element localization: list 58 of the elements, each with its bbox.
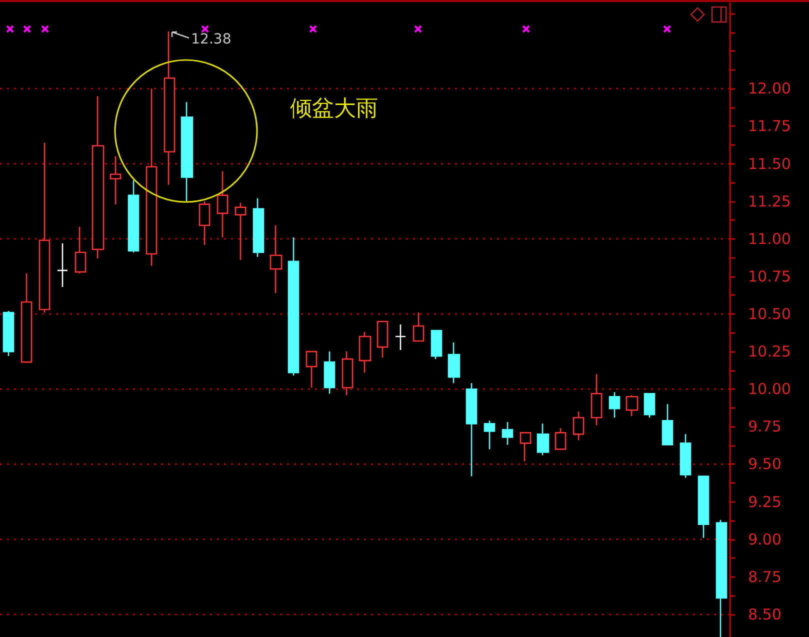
candlestick <box>644 392 656 418</box>
candlestick <box>270 224 282 294</box>
candlestick <box>698 476 710 538</box>
candlestick <box>56 242 68 288</box>
candlestick <box>590 373 602 426</box>
candlestick <box>662 403 674 446</box>
candlestick <box>252 198 264 258</box>
candlestick <box>680 434 692 478</box>
candlestick <box>198 200 210 246</box>
y-tick-label: 9.25 <box>748 492 782 511</box>
candlestick <box>520 432 532 462</box>
y-tick-label: 10.50 <box>748 304 791 323</box>
y-tick-label: 11.25 <box>748 192 791 210</box>
y-tick-label: 10.25 <box>748 342 791 361</box>
candlestick <box>234 202 246 261</box>
y-tick-label: 10.00 <box>748 380 791 398</box>
candlestick <box>74 226 86 274</box>
candlestick <box>536 423 550 456</box>
y-tick-label: 9.75 <box>748 418 782 436</box>
candlestick <box>394 324 406 351</box>
candlestick <box>466 382 478 477</box>
y-tick-label: 9.50 <box>748 455 782 474</box>
candlestick <box>608 391 620 418</box>
candlestick <box>216 170 228 238</box>
y-tick-label: 11.75 <box>748 117 791 136</box>
y-tick-label: 10.75 <box>748 267 791 286</box>
candlestick <box>146 88 158 267</box>
candlestick <box>554 428 566 450</box>
candlestick <box>92 95 104 260</box>
candlestick <box>128 180 140 254</box>
candlestick <box>376 320 388 358</box>
candlestick <box>288 236 300 376</box>
candlestick <box>180 102 194 202</box>
candlestick <box>626 394 638 417</box>
y-tick-label: 11.50 <box>748 154 791 173</box>
candlestick <box>572 410 584 441</box>
y-tick-label: 9.00 <box>748 530 782 548</box>
candlestick <box>448 342 460 384</box>
annotation: 12.38 <box>191 32 232 48</box>
candlestick <box>324 350 336 394</box>
candlestick <box>38 142 50 314</box>
y-tick-label: 8.50 <box>748 605 782 624</box>
y-tick-label: 8.75 <box>748 568 782 586</box>
y-tick-label: 11.00 <box>748 230 791 248</box>
candlestick <box>484 420 496 450</box>
annotation: 倾盆大雨 <box>290 96 378 122</box>
candlestick <box>502 422 514 446</box>
y-tick-label: 12.00 <box>748 80 791 98</box>
candlestick <box>412 312 424 342</box>
candlestick <box>110 156 122 205</box>
candlestick <box>164 30 176 186</box>
candlestick <box>430 330 442 360</box>
candlestick <box>306 350 318 388</box>
candlestick <box>342 350 354 396</box>
candlestick <box>2 310 14 357</box>
candlestick <box>358 331 372 374</box>
candlestick <box>716 519 728 637</box>
candlestick <box>20 272 32 363</box>
